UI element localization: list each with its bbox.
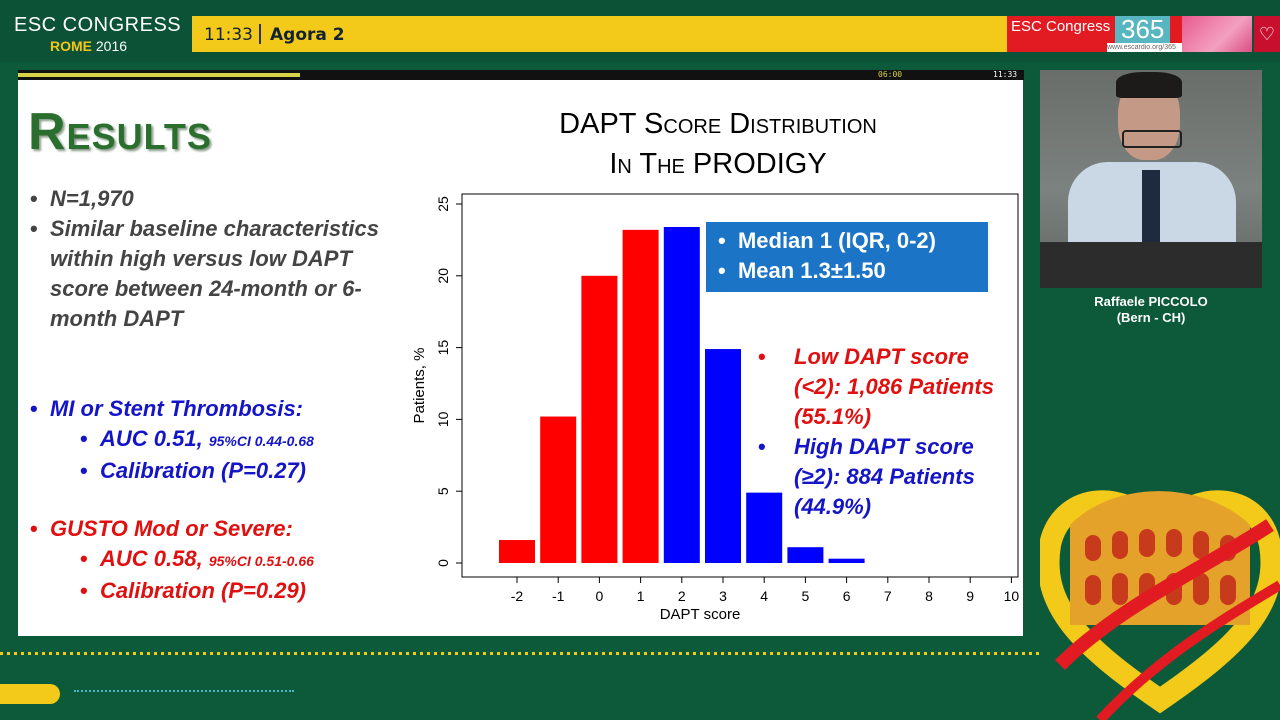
session-separator xyxy=(259,24,261,44)
logo-year: 2016 xyxy=(95,38,128,54)
progress-fill xyxy=(18,73,300,77)
y-axis-label: Patients, % xyxy=(411,348,428,424)
esc365-brand: ESC Congress 365 www.escardio.org/365 xyxy=(1007,16,1182,52)
heart-icon: ♡ xyxy=(1254,16,1280,52)
presentation-slide: Results N=1,970 Similar baseline charact… xyxy=(18,80,1023,636)
video-progress-bar[interactable]: 06:00 11:33 xyxy=(18,70,1024,80)
bar-score--1 xyxy=(540,416,577,563)
legend-high: High DAPT score (≥2): 884 Patients (44.9… xyxy=(758,432,1018,522)
x-tick-label-3: 3 xyxy=(719,588,727,604)
speaker-affiliation: (Bern - CH) xyxy=(1116,310,1186,325)
top-bar: ESC CONGRESS ROME 2016 11:33 Agora 2 ESC… xyxy=(0,0,1280,62)
gusto-auc-item: AUC 0.58, 95%CI 0.51-0.66 xyxy=(68,544,398,576)
congress-logo-title: ESC CONGRESS xyxy=(14,14,182,36)
x-tick-label-0: 0 xyxy=(596,588,604,604)
bar-score-2 xyxy=(663,226,700,563)
bar-score-0 xyxy=(581,275,618,563)
speaker-glasses xyxy=(1122,130,1182,148)
colosseum-heart-logo xyxy=(1040,490,1280,720)
x-tick-label-7: 7 xyxy=(884,588,892,604)
stat-mean: • Mean 1.3±1.50 xyxy=(718,258,886,283)
speaker-tie xyxy=(1142,170,1160,250)
bar-score-1 xyxy=(622,229,659,563)
bullet-n: N=1,970 xyxy=(18,184,390,214)
gusto-auc: AUC 0.58, xyxy=(100,546,203,571)
brand-number: 365 xyxy=(1115,16,1171,43)
session-time: 11:33 xyxy=(204,25,253,45)
brand-url: www.escardio.org/365 xyxy=(1107,43,1182,52)
x-tick-label-6: 6 xyxy=(843,588,851,604)
decorative-cyan-line xyxy=(74,690,294,704)
y-tick-label-15: 15 xyxy=(435,340,451,356)
chart-title-line1: DAPT Score Distribution xyxy=(559,108,877,140)
x-tick-label-4: 4 xyxy=(760,588,768,604)
bar-score--2 xyxy=(499,540,535,563)
progress-end-time: 11:33 xyxy=(993,70,1018,79)
stats-box: • Median 1 (IQR, 0-2) • Mean 1.3±1.50 xyxy=(706,222,988,292)
mi-auc-item: AUC 0.51, 95%CI 0.44-0.68 xyxy=(68,424,398,456)
mi-calibration: Calibration (P=0.27) xyxy=(68,456,398,486)
stat-median-text: Median 1 (IQR, 0-2) xyxy=(737,228,936,253)
legend-low: Low DAPT score (<2): 1,086 Patients (55.… xyxy=(758,342,1018,432)
gusto-heading: GUSTO Mod or Severe: xyxy=(18,514,398,544)
x-tick-label-10: 10 xyxy=(1004,588,1020,604)
logo-city: ROME xyxy=(50,38,92,54)
bar-score-5 xyxy=(787,547,824,563)
speaker-caption: Raffaele PICCOLO (Bern - CH) xyxy=(1040,294,1262,326)
bullet-list-mi: MI or Stent Thrombosis: AUC 0.51, 95%CI … xyxy=(18,394,398,486)
decorative-strip xyxy=(1182,16,1252,52)
y-tick-label-10: 10 xyxy=(435,411,451,427)
session-bar: 11:33 Agora 2 xyxy=(192,16,1007,52)
decorative-yellow-tab xyxy=(0,684,60,704)
y-tick-label-5: 5 xyxy=(435,487,451,495)
progress-start-time: 06:00 xyxy=(878,70,903,79)
congress-logo-subtitle: ROME 2016 xyxy=(50,38,127,54)
plot-frame xyxy=(461,193,1019,578)
speaker-hair xyxy=(1116,72,1182,98)
x-tick-label-1: 1 xyxy=(637,588,645,604)
slide-title: Results xyxy=(28,103,212,161)
bullet-list-summary: N=1,970 Similar baseline characteristics… xyxy=(18,184,390,334)
x-tick-label-5: 5 xyxy=(802,588,810,604)
y-tick-label-25: 25 xyxy=(435,196,451,212)
brand-text: ESC Congress xyxy=(1011,18,1111,35)
score-legend: Low DAPT score (<2): 1,086 Patients (55.… xyxy=(758,342,1018,522)
mi-heading: MI or Stent Thrombosis: xyxy=(18,394,398,424)
mi-ci: 95%CI 0.44-0.68 xyxy=(208,433,314,449)
x-tick-label--2: -2 xyxy=(511,588,524,604)
bullet-list-gusto: GUSTO Mod or Severe: AUC 0.58, 95%CI 0.5… xyxy=(18,514,398,606)
decorative-dots xyxy=(0,652,1040,655)
gusto-calibration: Calibration (P=0.29) xyxy=(68,576,398,606)
mi-auc: AUC 0.51, xyxy=(100,426,203,451)
stat-mean-text: Mean 1.3±1.50 xyxy=(737,258,886,283)
x-tick-label-9: 9 xyxy=(966,588,974,604)
x-axis-label: DAPT score xyxy=(660,606,741,623)
speaker-name: Raffaele PICCOLO xyxy=(1094,294,1208,309)
stat-median: • Median 1 (IQR, 0-2) xyxy=(718,228,936,253)
gusto-ci: 95%CI 0.51-0.66 xyxy=(208,553,314,569)
chart-title: DAPT Score Distribution In The PRODIGY xyxy=(458,104,978,184)
bar-score-3 xyxy=(705,349,741,563)
x-tick-label-2: 2 xyxy=(678,588,686,604)
bullet-baseline: Similar baseline characteristics within … xyxy=(18,214,390,334)
x-tick-label--1: -1 xyxy=(552,588,565,604)
podium xyxy=(1040,242,1262,288)
x-tick-label-8: 8 xyxy=(925,588,933,604)
y-tick-label-0: 0 xyxy=(435,559,451,567)
y-tick-label-20: 20 xyxy=(435,268,451,284)
chart-title-line2: In The PRODIGY xyxy=(609,148,827,180)
session-room: Agora 2 xyxy=(270,25,345,45)
speaker-video xyxy=(1040,70,1262,288)
bar-score-6 xyxy=(828,558,865,563)
